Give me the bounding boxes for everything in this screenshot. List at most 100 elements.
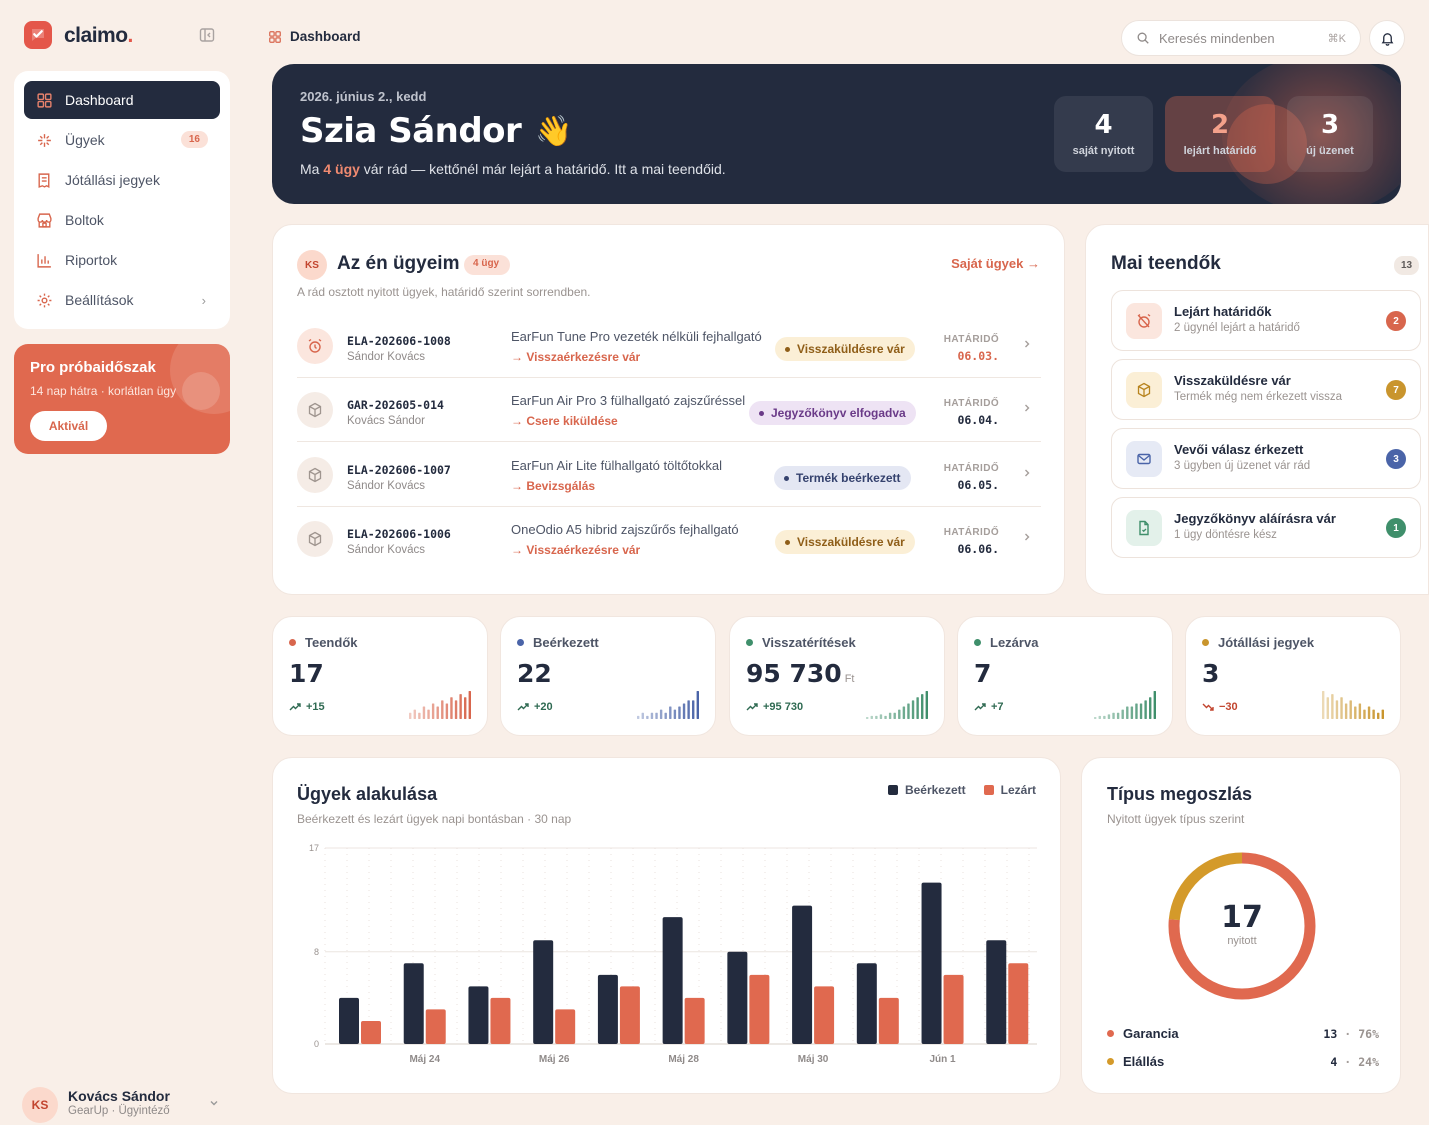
spark-bar bbox=[436, 706, 439, 719]
bar-received[interactable] bbox=[597, 974, 618, 1044]
hero-stat-own-open[interactable]: 4 saját nyitott bbox=[1054, 96, 1153, 172]
spark-bar bbox=[637, 715, 640, 719]
donut-legend-row[interactable]: Garancia 13 · 76% bbox=[1107, 1026, 1379, 1041]
search-input[interactable] bbox=[1159, 30, 1319, 46]
bar-closed[interactable] bbox=[749, 974, 770, 1044]
bar-received[interactable] bbox=[986, 940, 1007, 1044]
activate-button[interactable]: Aktivál bbox=[30, 411, 107, 441]
legend-item-closed[interactable]: Lezárt bbox=[983, 783, 1036, 797]
spark-bar bbox=[692, 700, 695, 719]
brand-name[interactable]: claimo. bbox=[64, 24, 133, 47]
spark-bar bbox=[641, 712, 644, 719]
package-icon bbox=[297, 457, 333, 493]
sidebar-collapse-icon[interactable] bbox=[199, 27, 217, 45]
stat-value: 22 bbox=[517, 659, 552, 688]
sidebar-item-dashboard[interactable]: Dashboard bbox=[24, 81, 220, 119]
case-row[interactable]: ELA-202606-1006 Sándor Kovács OneOdio A5… bbox=[297, 507, 1041, 571]
bar-received[interactable] bbox=[403, 963, 424, 1044]
notifications-bell-icon[interactable] bbox=[1369, 20, 1405, 56]
donut-legend-row[interactable]: Elállás 4 · 24% bbox=[1107, 1054, 1379, 1069]
hero-stat-overdue[interactable]: 2 lejárt határidő bbox=[1165, 96, 1275, 172]
bar-closed[interactable] bbox=[878, 997, 899, 1044]
stat-value: 7 bbox=[974, 659, 992, 688]
bar-closed[interactable] bbox=[814, 986, 835, 1044]
bar-received[interactable] bbox=[533, 940, 554, 1044]
stat-card-closed[interactable]: Lezárva 7 +7 bbox=[957, 616, 1173, 736]
spark-bar bbox=[459, 694, 462, 719]
arrow-right-icon: → bbox=[1027, 256, 1040, 271]
spark-bar bbox=[916, 697, 919, 719]
bar-received[interactable] bbox=[856, 963, 877, 1044]
stat-label: Lezárva bbox=[974, 635, 1038, 650]
stat-card-received[interactable]: Beérkezett 22 +20 bbox=[500, 616, 716, 736]
sidebar-item-warranty[interactable]: Jótállási jegyek bbox=[24, 161, 220, 199]
tasks-title: Mai teendők bbox=[1111, 253, 1221, 274]
donut-slice-elállás[interactable] bbox=[1168, 852, 1316, 1000]
brand-logo-icon[interactable] bbox=[24, 21, 52, 49]
search-icon bbox=[1136, 31, 1150, 45]
case-row[interactable]: ELA-202606-1008 Sándor Kovács EarFun Tun… bbox=[297, 314, 1041, 378]
stat-card-refunds[interactable]: Visszatérítések 95 730 Ft +95 730 bbox=[729, 616, 945, 736]
chevron-right-icon bbox=[1021, 338, 1033, 350]
sidebar-item-reports[interactable]: Riportok bbox=[24, 241, 220, 279]
task-subtitle: 1 ügy döntésre kész bbox=[1174, 529, 1277, 541]
bar-closed[interactable] bbox=[555, 1009, 576, 1044]
case-row[interactable]: ELA-202606-1007 Sándor Kovács EarFun Air… bbox=[297, 443, 1041, 507]
sidebar-item-label: Beállítások bbox=[65, 292, 134, 308]
bar-received[interactable] bbox=[792, 905, 813, 1044]
y-tick-label: 17 bbox=[309, 843, 319, 853]
spark-bar bbox=[659, 709, 663, 719]
my-cases-count-badge: 4 ügy bbox=[464, 255, 510, 275]
sidebar-item-cases[interactable]: Ügyek 16 bbox=[24, 121, 220, 159]
spark-bar bbox=[1130, 706, 1134, 719]
task-count-badge: 1 bbox=[1386, 518, 1406, 538]
spark-bar bbox=[1340, 697, 1343, 719]
dashboard-grid-icon bbox=[36, 92, 53, 109]
bar-received[interactable] bbox=[727, 951, 748, 1044]
task-item-overdue[interactable]: Lejárt határidők 2 ügynél lejárt a határ… bbox=[1111, 290, 1421, 351]
bar-closed[interactable] bbox=[1008, 963, 1029, 1044]
bar-received[interactable] bbox=[662, 917, 683, 1044]
x-tick-label: Jún 1 bbox=[929, 1054, 956, 1065]
bar-closed[interactable] bbox=[684, 997, 705, 1044]
user-menu[interactable]: KS Kovács Sándor GearUp · Ügyintéző bbox=[22, 1087, 228, 1123]
spark-bar bbox=[1372, 709, 1375, 719]
spark-bar bbox=[1153, 691, 1156, 719]
bar-closed[interactable] bbox=[490, 997, 511, 1044]
sidebar-item-settings[interactable]: Beállítások › bbox=[24, 281, 220, 319]
bar-closed[interactable] bbox=[619, 986, 640, 1044]
deadline-value: 06.04. bbox=[957, 413, 999, 427]
bar-closed[interactable] bbox=[425, 1009, 446, 1044]
own-cases-link[interactable]: Saját ügyek → bbox=[951, 256, 1040, 271]
spark-bar bbox=[468, 691, 471, 719]
bar-received[interactable] bbox=[339, 997, 359, 1044]
bar-closed[interactable] bbox=[943, 974, 964, 1044]
case-next-step: → Bevizsgálás bbox=[511, 479, 596, 493]
task-item-protocol-signature[interactable]: Jegyzőkönyv aláírásra vár 1 ügy döntésre… bbox=[1111, 497, 1421, 558]
stat-card-warranty-tickets[interactable]: Jótállási jegyek 3 −30 bbox=[1185, 616, 1401, 736]
case-row[interactable]: GAR-202605-014 Kovács Sándor EarFun Air … bbox=[297, 378, 1041, 442]
task-count-badge: 2 bbox=[1386, 311, 1406, 331]
spark-bar bbox=[1322, 691, 1325, 719]
tasks-count-badge: 13 bbox=[1394, 256, 1420, 275]
legend-item-received[interactable]: Beérkezett bbox=[887, 783, 966, 797]
bar-closed[interactable] bbox=[361, 1020, 381, 1044]
case-person: Sándor Kovács bbox=[347, 544, 425, 556]
global-search[interactable]: ⌘K bbox=[1121, 20, 1361, 56]
task-item-customer-reply[interactable]: Vevői válasz érkezett 3 ügyben új üzenet… bbox=[1111, 428, 1421, 489]
spark-bar bbox=[1335, 700, 1339, 719]
cases-trend-card: Ügyek alakulása Beérkezett és lezárt ügy… bbox=[272, 757, 1061, 1094]
stat-card-tasks[interactable]: Teendők 17 +15 bbox=[272, 616, 488, 736]
decor-glow bbox=[1222, 64, 1401, 204]
spark-bar bbox=[925, 691, 928, 719]
spark-bar bbox=[418, 712, 421, 719]
hero-stat-new-messages[interactable]: 3 új üzenet bbox=[1287, 96, 1373, 172]
receipt-icon bbox=[36, 172, 53, 189]
task-item-awaiting-return[interactable]: Visszaküldésre vár Termék még nem érkeze… bbox=[1111, 359, 1421, 420]
sidebar-item-label: Jótállási jegyek bbox=[65, 172, 160, 188]
bar-received[interactable] bbox=[468, 986, 489, 1044]
sidebar-item-stores[interactable]: Boltok bbox=[24, 201, 220, 239]
bar-received[interactable] bbox=[921, 882, 942, 1044]
status-badge: Termék beérkezett bbox=[774, 466, 911, 490]
spark-bar bbox=[1363, 709, 1366, 719]
